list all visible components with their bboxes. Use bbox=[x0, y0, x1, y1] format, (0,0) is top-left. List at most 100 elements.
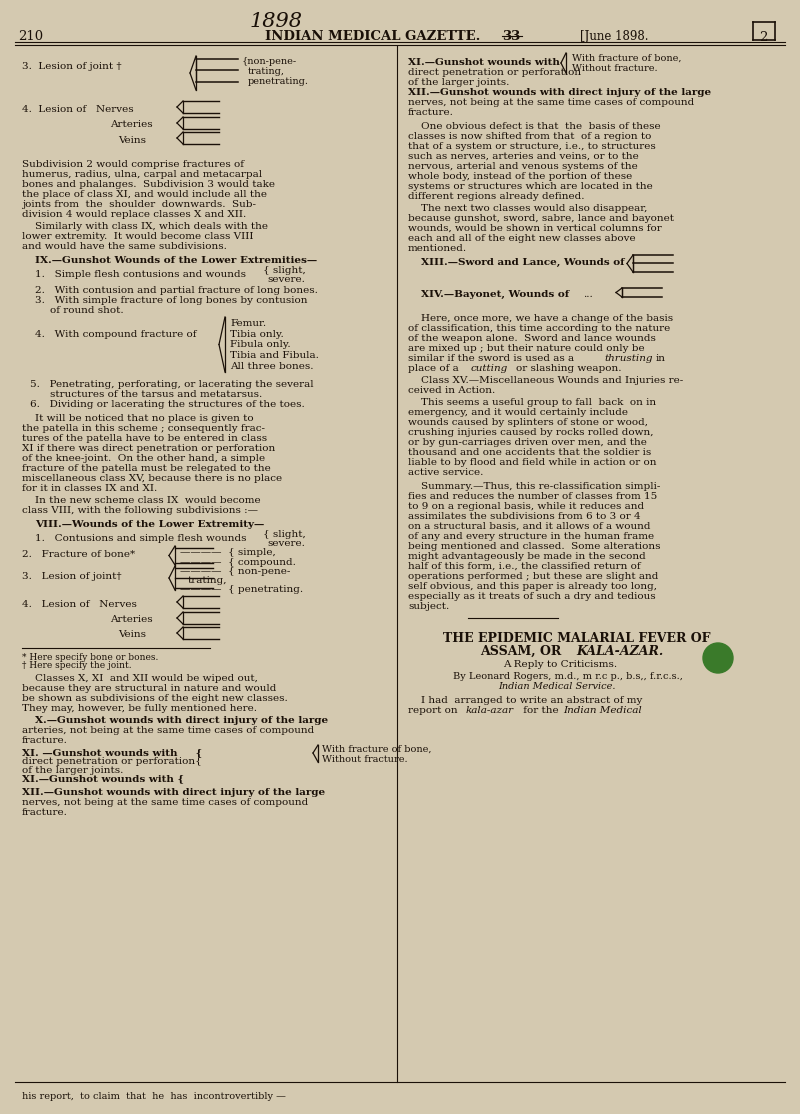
Text: 1.   Contusions and simple flesh wounds: 1. Contusions and simple flesh wounds bbox=[35, 534, 246, 543]
Text: different regions already defined.: different regions already defined. bbox=[408, 192, 585, 201]
Text: report on: report on bbox=[408, 706, 461, 715]
Text: severe.: severe. bbox=[267, 275, 305, 284]
Text: Subdivision 2 would comprise fractures of: Subdivision 2 would comprise fractures o… bbox=[22, 160, 244, 169]
Text: fracture.: fracture. bbox=[22, 808, 68, 817]
Text: 4.   With compound fracture of: 4. With compound fracture of bbox=[35, 330, 197, 339]
Text: lower extremity.  It would become class VIII: lower extremity. It would become class V… bbox=[22, 232, 254, 241]
Text: assimilates the subdivisions from 6 to 3 or 4: assimilates the subdivisions from 6 to 3… bbox=[408, 512, 641, 521]
Text: of the knee-joint.  On the other hand, a simple: of the knee-joint. On the other hand, a … bbox=[22, 455, 265, 463]
Text: XI if there was direct penetration or perforation: XI if there was direct penetration or pe… bbox=[22, 444, 275, 453]
Text: VIII.—Wounds of the Lower Extremity—: VIII.—Wounds of the Lower Extremity— bbox=[35, 520, 264, 529]
Text: 3.   Lesion of joint†: 3. Lesion of joint† bbox=[22, 571, 122, 582]
Text: are mixed up ; but their nature could only be: are mixed up ; but their nature could on… bbox=[408, 344, 645, 353]
Text: 5.   Penetrating, perforating, or lacerating the several: 5. Penetrating, perforating, or lacerati… bbox=[30, 380, 314, 389]
Text: ceived in Action.: ceived in Action. bbox=[408, 385, 495, 395]
Text: 6.   Dividing or lacerating the structures of the toes.: 6. Dividing or lacerating the structures… bbox=[30, 400, 305, 409]
Text: Arteries: Arteries bbox=[110, 615, 153, 624]
Text: such as nerves, arteries and veins, or to the: such as nerves, arteries and veins, or t… bbox=[408, 152, 638, 162]
Text: 1898: 1898 bbox=[250, 12, 303, 31]
Text: arteries, not being at the same time cases of compound: arteries, not being at the same time cas… bbox=[22, 726, 314, 735]
Text: XII.—Gunshot wounds with direct injury of the large: XII.—Gunshot wounds with direct injury o… bbox=[408, 88, 711, 97]
Text: XI.—Gunshot wounds with: XI.—Gunshot wounds with bbox=[408, 58, 560, 67]
Text: 33: 33 bbox=[502, 30, 520, 43]
Text: Indian Medical Service.: Indian Medical Service. bbox=[498, 682, 615, 691]
Text: direct penetration or perforation{: direct penetration or perforation{ bbox=[22, 758, 202, 766]
Text: mentioned.: mentioned. bbox=[408, 244, 467, 253]
Text: wounds caused by splinters of stone or wood,: wounds caused by splinters of stone or w… bbox=[408, 418, 648, 427]
Text: each and all of the eight new classes above: each and all of the eight new classes ab… bbox=[408, 234, 636, 243]
Text: or by gun-carriages driven over men, and the: or by gun-carriages driven over men, and… bbox=[408, 438, 647, 447]
Text: wounds, would be shown in vertical columns for: wounds, would be shown in vertical colum… bbox=[408, 224, 662, 233]
Text: I had  arranged to write an abstract of my: I had arranged to write an abstract of m… bbox=[421, 696, 642, 705]
Text: for the: for the bbox=[520, 706, 562, 715]
Text: THE EPIDEMIC MALARIAL FEVER OF: THE EPIDEMIC MALARIAL FEVER OF bbox=[443, 632, 710, 645]
Text: bones and phalanges.  Subdivision 3 would take: bones and phalanges. Subdivision 3 would… bbox=[22, 180, 275, 189]
Text: 2.   With contusion and partial fracture of long bones.: 2. With contusion and partial fracture o… bbox=[35, 286, 318, 295]
Text: place of a: place of a bbox=[408, 364, 462, 373]
Text: Tibia and Fibula.: Tibia and Fibula. bbox=[230, 351, 319, 360]
Text: ASSAM, OR: ASSAM, OR bbox=[480, 645, 566, 658]
Text: because gunshot, sword, sabre, lance and bayonet: because gunshot, sword, sabre, lance and… bbox=[408, 214, 674, 223]
Text: Arteries: Arteries bbox=[110, 120, 153, 129]
Text: Without fracture.: Without fracture. bbox=[322, 755, 408, 764]
Text: trating,: trating, bbox=[188, 576, 227, 585]
Text: for it in classes IX and XI.: for it in classes IX and XI. bbox=[22, 483, 158, 494]
Text: structures of the tarsus and metatarsus.: structures of the tarsus and metatarsus. bbox=[50, 390, 262, 399]
Text: Femur.: Femur. bbox=[230, 319, 266, 328]
Text: the patella in this scheme ; consequently frac-: the patella in this scheme ; consequentl… bbox=[22, 424, 265, 433]
Text: of any and every structure in the human frame: of any and every structure in the human … bbox=[408, 532, 654, 541]
Text: 1.   Simple flesh contusions and wounds: 1. Simple flesh contusions and wounds bbox=[35, 270, 246, 278]
Text: Summary.—Thus, this re-classification simpli-: Summary.—Thus, this re-classification si… bbox=[421, 482, 660, 491]
Text: With fracture of bone,: With fracture of bone, bbox=[322, 745, 431, 754]
Circle shape bbox=[703, 643, 733, 673]
Text: Here, once more, we have a change of the basis: Here, once more, we have a change of the… bbox=[421, 314, 673, 323]
Text: being mentioned and classed.  Some alterations: being mentioned and classed. Some altera… bbox=[408, 543, 661, 551]
Text: trating,: trating, bbox=[248, 67, 285, 76]
Text: 2: 2 bbox=[759, 31, 767, 43]
Text: 3.   With simple fracture of long bones by contusion: 3. With simple fracture of long bones by… bbox=[35, 296, 307, 305]
Text: whole body, instead of the portion of these: whole body, instead of the portion of th… bbox=[408, 172, 632, 180]
Text: be shown as subdivisions of the eight new classes.: be shown as subdivisions of the eight ne… bbox=[22, 694, 288, 703]
Text: XI. —Gunshot wounds with     {: XI. —Gunshot wounds with { bbox=[22, 747, 202, 758]
Text: emergency, and it would certainly include: emergency, and it would certainly includ… bbox=[408, 408, 628, 417]
Text: severe.: severe. bbox=[267, 539, 305, 548]
Text: of the larger joints.: of the larger joints. bbox=[22, 766, 123, 775]
Text: thrusting: thrusting bbox=[604, 354, 653, 363]
Text: self obvious, and this paper is already too long,: self obvious, and this paper is already … bbox=[408, 582, 657, 592]
Text: thousand and one accidents that the soldier is: thousand and one accidents that the sold… bbox=[408, 448, 651, 457]
Text: * Here specify bone or bones.: * Here specify bone or bones. bbox=[22, 653, 158, 662]
Text: might advantageously be made in the second: might advantageously be made in the seco… bbox=[408, 553, 646, 561]
Text: 4.   Lesion of   Nerves: 4. Lesion of Nerves bbox=[22, 600, 137, 609]
Text: kala-azar: kala-azar bbox=[466, 706, 514, 715]
Text: ————  { compound.: ———— { compound. bbox=[180, 558, 296, 567]
Text: By Leonard Rogers, m.d., m r.c p., b.s,, f.r.c.s.,: By Leonard Rogers, m.d., m r.c p., b.s,,… bbox=[453, 672, 683, 681]
Text: This seems a useful group to fall  back  on in: This seems a useful group to fall back o… bbox=[421, 398, 656, 407]
Text: crushing injuries caused by rocks rolled down,: crushing injuries caused by rocks rolled… bbox=[408, 428, 654, 437]
Text: It will be noticed that no place is given to: It will be noticed that no place is give… bbox=[35, 414, 254, 423]
Text: and would have the same subdivisions.: and would have the same subdivisions. bbox=[22, 242, 227, 251]
Text: XIII.—Sword and Lance, Wounds of: XIII.—Sword and Lance, Wounds of bbox=[421, 258, 625, 267]
Text: XII.—Gunshot wounds with direct injury of the large: XII.—Gunshot wounds with direct injury o… bbox=[22, 788, 325, 797]
Text: XI.—Gunshot wounds with {: XI.—Gunshot wounds with { bbox=[22, 774, 184, 783]
Text: nervous, arterial and venous systems of the: nervous, arterial and venous systems of … bbox=[408, 162, 638, 172]
Text: nerves, not being at the same time cases of compound: nerves, not being at the same time cases… bbox=[22, 798, 308, 807]
Text: operations performed ; but these are slight and: operations performed ; but these are sli… bbox=[408, 571, 658, 582]
Text: of the weapon alone.  Sword and lance wounds: of the weapon alone. Sword and lance wou… bbox=[408, 334, 656, 343]
Text: The next two classes would also disappear,: The next two classes would also disappea… bbox=[421, 204, 647, 213]
Text: XIV.—Bayonet, Wounds of: XIV.—Bayonet, Wounds of bbox=[421, 290, 569, 299]
Text: INDIAN MEDICAL GAZETTE.: INDIAN MEDICAL GAZETTE. bbox=[265, 30, 480, 43]
Text: With fracture of bone,: With fracture of bone, bbox=[572, 53, 682, 63]
Text: tures of the patella have to be entered in class: tures of the patella have to be entered … bbox=[22, 434, 267, 443]
Text: { slight,: { slight, bbox=[263, 266, 306, 275]
Text: IX.—Gunshot Wounds of the Lower Extremities—: IX.—Gunshot Wounds of the Lower Extremit… bbox=[35, 256, 317, 265]
Text: that of a system or structure, i.e., to structures: that of a system or structure, i.e., to … bbox=[408, 141, 656, 152]
Text: of the larger joints.: of the larger joints. bbox=[408, 78, 510, 87]
Text: 3.  Lesion of joint †: 3. Lesion of joint † bbox=[22, 62, 122, 71]
Text: Without fracture.: Without fracture. bbox=[572, 63, 658, 74]
Text: fracture.: fracture. bbox=[408, 108, 454, 117]
Text: subject.: subject. bbox=[408, 602, 450, 610]
Text: systems or structures which are located in the: systems or structures which are located … bbox=[408, 182, 653, 190]
Text: on a structural basis, and it allows of a wound: on a structural basis, and it allows of … bbox=[408, 522, 650, 531]
Text: of round shot.: of round shot. bbox=[50, 306, 124, 315]
Text: KALA-AZAR.: KALA-AZAR. bbox=[576, 645, 663, 658]
